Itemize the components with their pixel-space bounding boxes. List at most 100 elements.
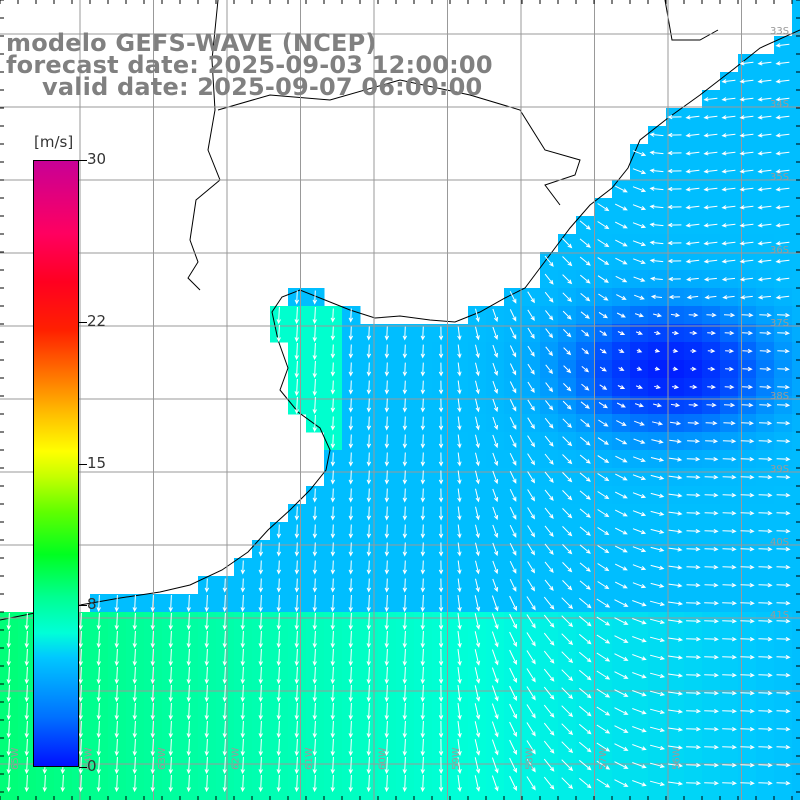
wind-arrow bbox=[721, 259, 736, 264]
wind-arrow bbox=[563, 347, 572, 356]
wind-arrow bbox=[457, 560, 462, 575]
wind-arrow bbox=[634, 313, 644, 318]
speed-cell bbox=[324, 792, 343, 800]
wind-arrow bbox=[707, 330, 716, 336]
wind-arrow bbox=[312, 342, 317, 361]
wind-arrow bbox=[632, 510, 647, 517]
wind-arrow bbox=[632, 762, 647, 769]
wind-arrow bbox=[492, 344, 498, 358]
wind-arrow bbox=[722, 708, 737, 714]
wind-arrow bbox=[491, 595, 499, 612]
wind-arrow bbox=[475, 362, 480, 377]
wind-arrow bbox=[527, 507, 536, 520]
wind-arrow bbox=[330, 666, 335, 685]
wind-arrow bbox=[294, 630, 299, 649]
wind-arrow bbox=[654, 384, 661, 389]
wind-arrow bbox=[438, 684, 444, 703]
wind-arrow bbox=[562, 274, 573, 285]
wind-arrow bbox=[614, 743, 629, 751]
wind-arrow bbox=[366, 738, 371, 757]
speed-cell bbox=[792, 414, 800, 433]
wind-arrow bbox=[276, 684, 281, 703]
wind-arrow bbox=[704, 618, 719, 624]
wind-arrow bbox=[722, 654, 737, 660]
wind-arrow bbox=[258, 684, 263, 703]
wind-arrow bbox=[222, 720, 227, 739]
wind-arrow bbox=[581, 329, 590, 337]
wind-arrow bbox=[457, 775, 462, 793]
wind-arrow bbox=[24, 684, 29, 703]
wind-arrow bbox=[705, 420, 718, 426]
wind-arrow bbox=[668, 619, 684, 624]
wind-arrow bbox=[492, 398, 499, 413]
wind-arrow bbox=[420, 630, 425, 649]
wind-arrow bbox=[24, 630, 29, 649]
wind-arrow bbox=[527, 309, 535, 322]
wind-arrow bbox=[457, 703, 462, 721]
wind-arrow bbox=[527, 435, 536, 448]
wind-arrow bbox=[438, 648, 444, 667]
wind-arrow bbox=[438, 398, 444, 413]
wind-arrow bbox=[739, 97, 754, 102]
wind-arrow bbox=[312, 774, 317, 793]
wind-arrow bbox=[186, 774, 191, 793]
wind-arrow bbox=[578, 705, 592, 717]
wind-arrow bbox=[474, 667, 481, 684]
wind-arrow bbox=[348, 578, 354, 593]
wind-arrow bbox=[667, 222, 682, 228]
wind-arrow bbox=[777, 366, 790, 372]
wind-arrow bbox=[475, 326, 480, 341]
wind-arrow bbox=[650, 457, 665, 462]
wind-arrow bbox=[312, 630, 317, 649]
wind-arrow bbox=[24, 612, 29, 631]
wind-arrow bbox=[689, 384, 698, 390]
wind-arrow bbox=[545, 310, 554, 321]
longitude-label: 57W bbox=[598, 747, 609, 770]
wind-arrow bbox=[312, 756, 317, 775]
wind-arrow bbox=[689, 330, 698, 336]
wind-arrow bbox=[474, 613, 481, 630]
wind-arrow bbox=[757, 79, 772, 84]
wind-arrow bbox=[668, 493, 683, 498]
speed-cell bbox=[414, 792, 433, 800]
wind-arrow bbox=[561, 705, 574, 718]
wind-arrow bbox=[186, 684, 191, 703]
wind-arrow bbox=[543, 668, 555, 682]
wind-arrow bbox=[672, 348, 679, 353]
wind-arrow bbox=[580, 293, 591, 302]
wind-arrow bbox=[366, 756, 371, 775]
speed-cell bbox=[504, 792, 523, 800]
wind-arrow bbox=[384, 756, 389, 775]
wind-arrow bbox=[599, 348, 607, 354]
wind-arrow bbox=[596, 670, 611, 680]
wind-arrow bbox=[703, 169, 718, 174]
wind-arrow bbox=[438, 452, 444, 467]
wind-arrow bbox=[740, 295, 753, 300]
wind-arrow bbox=[598, 401, 608, 409]
wind-arrow bbox=[312, 360, 317, 379]
speed-cell bbox=[540, 792, 559, 800]
wind-arrow bbox=[650, 582, 665, 588]
wind-arrow bbox=[222, 648, 227, 667]
wind-arrow bbox=[348, 398, 354, 413]
speed-cell bbox=[252, 792, 271, 800]
latitude-label: 35S bbox=[770, 172, 789, 183]
wind-arrow bbox=[544, 255, 554, 267]
wind-arrow bbox=[597, 563, 610, 572]
latitude-label: 38S bbox=[770, 391, 789, 402]
wind-arrow bbox=[597, 203, 610, 212]
wind-arrow bbox=[667, 186, 682, 192]
wind-arrow bbox=[457, 488, 462, 503]
wind-arrow bbox=[492, 560, 499, 575]
wind-arrow bbox=[649, 708, 666, 714]
wind-arrow bbox=[654, 330, 661, 335]
wind-arrow bbox=[722, 546, 737, 552]
wind-arrow bbox=[703, 205, 718, 210]
wind-arrow bbox=[366, 612, 371, 631]
wind-arrow bbox=[438, 326, 444, 341]
wind-arrow bbox=[686, 474, 701, 480]
wind-arrow bbox=[527, 579, 536, 592]
speed-cell bbox=[792, 198, 800, 217]
wind-arrow bbox=[598, 419, 609, 427]
wind-arrow bbox=[740, 636, 755, 642]
